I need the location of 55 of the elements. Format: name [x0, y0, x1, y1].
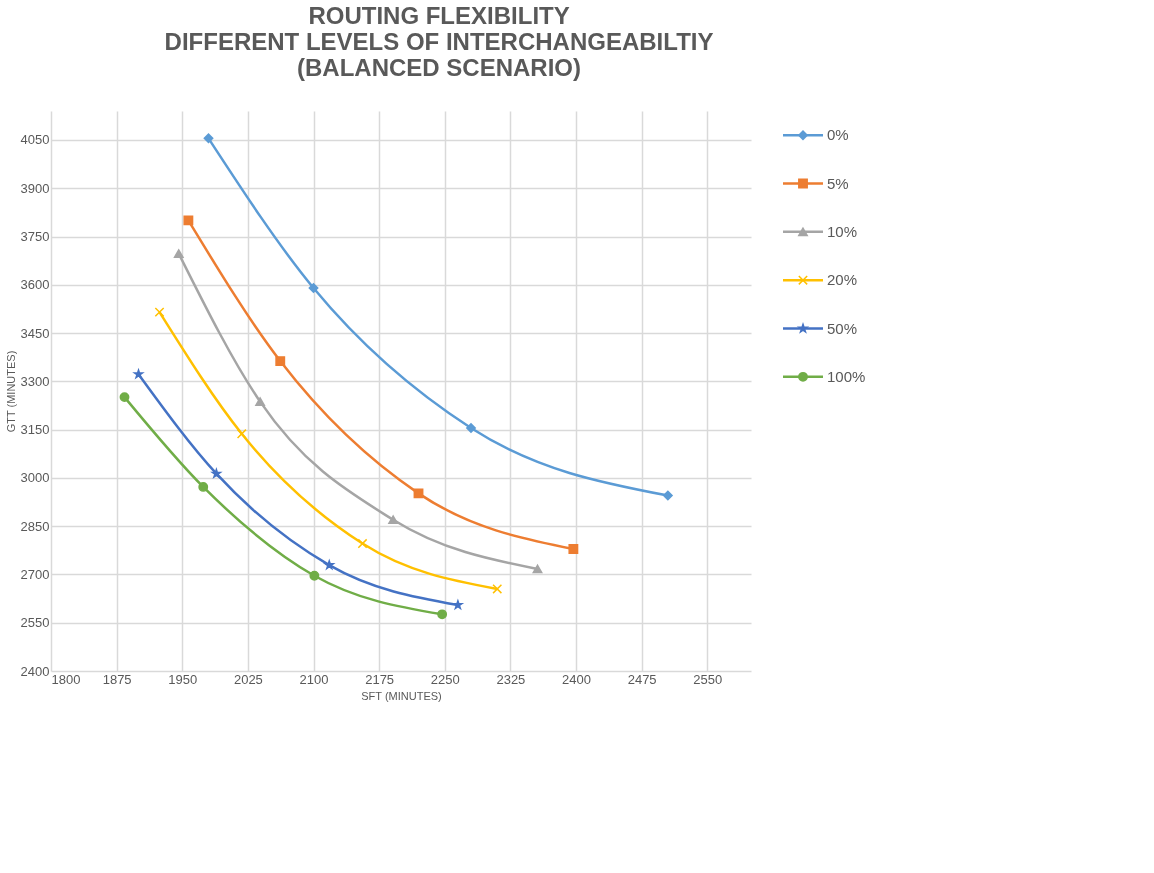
point	[203, 133, 214, 144]
text: DIFFERENT LEVELS OF INTERCHANGEABILTIY	[164, 28, 714, 55]
point	[413, 488, 424, 499]
point	[133, 369, 144, 379]
x-tick-label: 2025	[233, 671, 263, 687]
x-tick-label: 2550	[693, 671, 723, 687]
point	[568, 544, 579, 554]
x-tick-label: 1875	[102, 671, 132, 687]
point	[662, 490, 673, 501]
point	[173, 249, 184, 258]
x-tick-label: 2175	[365, 671, 395, 687]
y-tick-label: 3150	[20, 422, 50, 438]
y-tick-label: 2550	[20, 615, 50, 631]
x-tick-label: 2325	[496, 671, 526, 687]
y-tick-label: 3000	[20, 470, 50, 486]
point	[255, 397, 266, 406]
point	[309, 570, 320, 581]
y-tick-label: 3600	[20, 277, 50, 293]
x-tick-label: 2100	[299, 671, 329, 687]
legend-label: 10%	[827, 222, 858, 240]
point	[388, 515, 399, 525]
y-tick-label: 3900	[20, 180, 50, 196]
point	[154, 307, 165, 318]
x-axis-title: SFT (MINUTES)	[361, 689, 442, 702]
point	[308, 283, 319, 293]
point	[275, 356, 286, 366]
x-tick-label: 2475	[627, 671, 657, 687]
point	[198, 481, 209, 492]
legend-label: 20%	[827, 271, 858, 289]
point	[437, 609, 448, 620]
point	[211, 468, 222, 478]
point	[466, 423, 476, 433]
y-tick-label: 3450	[20, 325, 50, 341]
y-axis-title: GTT (MINUTES)	[4, 350, 17, 433]
text: ROUTING FLEXIBILITY	[308, 2, 570, 29]
legend-label: 0%	[827, 126, 849, 144]
y-tick-label: 4050	[20, 132, 50, 148]
x-tick-label: 2400	[562, 671, 591, 687]
point	[119, 392, 130, 403]
point	[183, 215, 194, 226]
y-tick-label: 3300	[20, 373, 50, 389]
legend-label: 5%	[827, 174, 849, 192]
point	[236, 428, 247, 439]
legend-label: 50%	[827, 319, 858, 337]
x-tick-label: 2250	[430, 671, 460, 687]
text: (BALANCED SCENARIO)	[297, 54, 582, 81]
point	[492, 584, 503, 594]
x-tick-label: 1800	[51, 671, 81, 687]
point	[357, 538, 368, 549]
y-tick-label: 3750	[20, 229, 50, 245]
legend-label: 100%	[827, 367, 866, 385]
y-tick-label: 2850	[20, 518, 50, 534]
y-tick-label: 2700	[20, 566, 50, 582]
x-tick-label: 1950	[168, 671, 198, 687]
point	[532, 564, 543, 574]
